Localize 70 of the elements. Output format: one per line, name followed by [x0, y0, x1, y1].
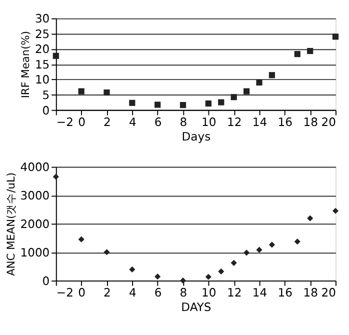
y-tick-label: 25 [34, 26, 50, 41]
point [332, 34, 339, 40]
x-tick-label: 8 [180, 114, 188, 129]
y-tick-label: 0 [42, 274, 50, 288]
x-tick-label: 10 [202, 285, 216, 300]
point [243, 250, 250, 256]
y-tick-label: 0 [42, 103, 50, 118]
x-tick-label: 0 [78, 114, 86, 129]
x-tick-label: 14 [252, 285, 268, 300]
point [180, 278, 186, 284]
y-tick-label: 2000 [20, 217, 50, 232]
y-tick-label: 30 [34, 12, 50, 26]
point [256, 79, 262, 86]
y-tick-label: 3000 [20, 188, 50, 203]
x-tick-label: −2 [56, 285, 74, 300]
point [268, 242, 276, 248]
point [307, 48, 314, 54]
point [104, 89, 110, 96]
y-tick-label: 1000 [20, 245, 50, 260]
y-tick-label: 10 [34, 72, 50, 87]
y-tick-label: 5 [42, 88, 50, 102]
x-tick-label: 2 [104, 285, 111, 300]
point [104, 249, 110, 256]
point [180, 102, 186, 108]
point [52, 52, 59, 59]
x-tick-label: 8 [180, 285, 188, 300]
y-tick-label: 20 [34, 42, 50, 56]
point [129, 100, 136, 106]
x-tick-label: 6 [154, 285, 162, 300]
x-tick-label: 16 [278, 285, 293, 300]
x-tick-label: 4 [128, 285, 136, 300]
x-tick-label: 6 [154, 114, 162, 129]
x-tick-label: 16 [278, 114, 293, 129]
point [154, 274, 161, 280]
x-tick-label: 20 [321, 114, 336, 129]
x-axis-title: Days [182, 129, 211, 144]
point [218, 268, 224, 275]
point [78, 88, 84, 94]
x-tick-label: 12 [226, 285, 242, 300]
point [205, 100, 212, 107]
y-axis-title: IRF Mean(%) [20, 31, 32, 98]
x-tick-label: 2 [104, 114, 111, 129]
x-tick-label: 18 [303, 114, 318, 129]
x-tick-label: 14 [252, 114, 268, 129]
point [129, 266, 136, 273]
point [154, 102, 161, 108]
x-tick-label: 4 [128, 114, 136, 129]
point [256, 246, 262, 253]
point [205, 274, 212, 280]
x-tick-label: −2 [56, 114, 74, 129]
x-tick-label: 20 [321, 285, 336, 300]
y-axis-title: ANC MEAN(갯수/uL) [5, 172, 18, 276]
point [294, 238, 300, 245]
x-tick-label: 12 [226, 114, 242, 129]
x-tick-label: 0 [78, 285, 86, 300]
x-tick-label: 18 [303, 285, 318, 300]
point [78, 236, 84, 242]
point [307, 215, 314, 222]
point [230, 94, 237, 100]
point [268, 72, 276, 78]
point [52, 174, 59, 180]
point [294, 51, 300, 58]
point [332, 208, 339, 214]
y-tick-label: 4000 [20, 160, 50, 174]
x-axis-title: DAYS [181, 300, 212, 314]
point [230, 260, 237, 266]
point [243, 88, 250, 94]
point [218, 99, 224, 106]
x-tick-label: 10 [202, 114, 216, 129]
y-tick-label: 15 [34, 57, 50, 72]
